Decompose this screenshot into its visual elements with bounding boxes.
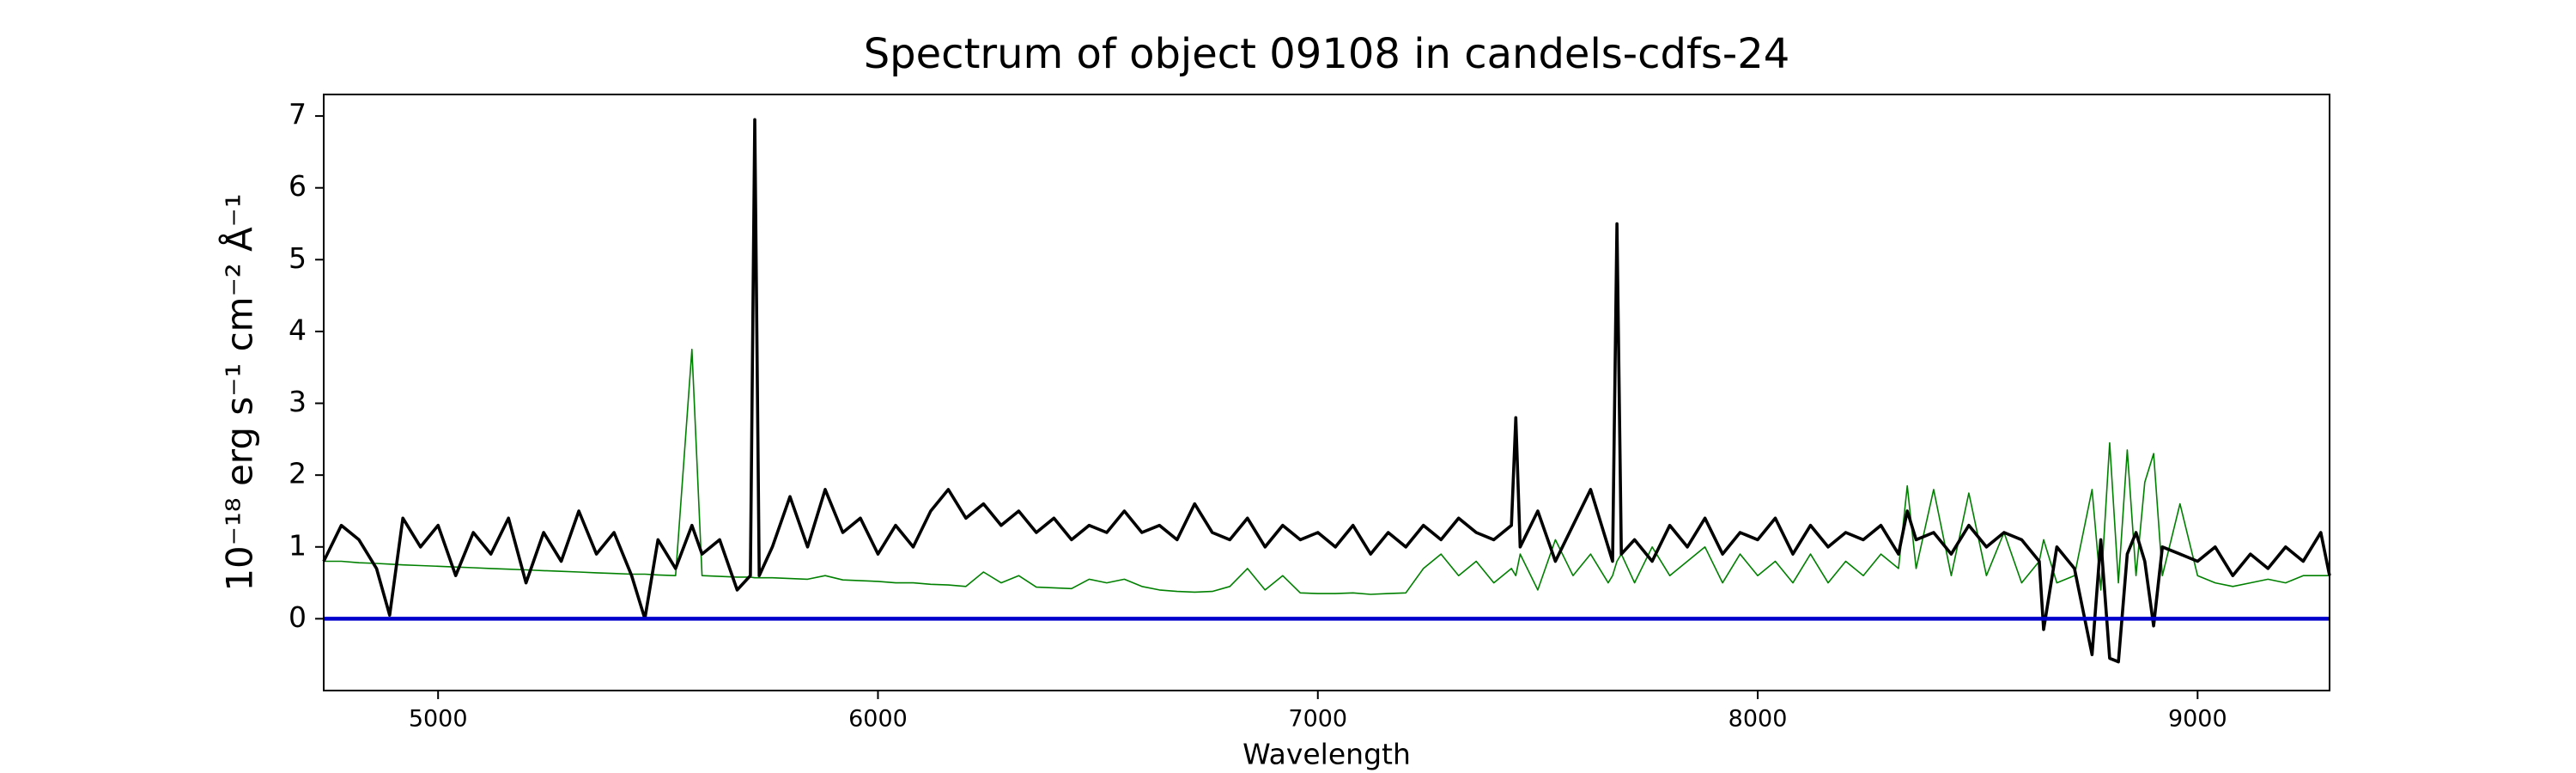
spectrum-line xyxy=(322,118,2331,664)
y-tick-label: 4 xyxy=(289,313,307,346)
x-tick-label: 7000 xyxy=(1288,706,1347,733)
y-axis-label: 10⁻¹⁸ erg s⁻¹ cm⁻² Å⁻¹ xyxy=(218,193,261,591)
plot-frame xyxy=(323,94,2330,691)
y-tick-label: 6 xyxy=(289,169,307,203)
y-tick-label: 0 xyxy=(289,600,307,634)
y-tick-label: 3 xyxy=(289,385,307,418)
y-tick-label: 7 xyxy=(289,98,307,131)
y-tick-label: 5 xyxy=(289,241,307,275)
x-tick-label: 6000 xyxy=(848,706,908,733)
chart-title: Spectrum of object 09108 in candels-cdfs… xyxy=(864,30,1790,78)
x-tick-label: 8000 xyxy=(1728,706,1788,733)
spectrum-line xyxy=(324,349,2330,595)
y-tick-label: 1 xyxy=(289,528,307,562)
x-axis-label: Wavelength xyxy=(1242,738,1411,771)
y-tick-label: 2 xyxy=(289,457,307,490)
x-tick-label: 9000 xyxy=(2168,706,2227,733)
x-tick-label: 5000 xyxy=(409,706,468,733)
